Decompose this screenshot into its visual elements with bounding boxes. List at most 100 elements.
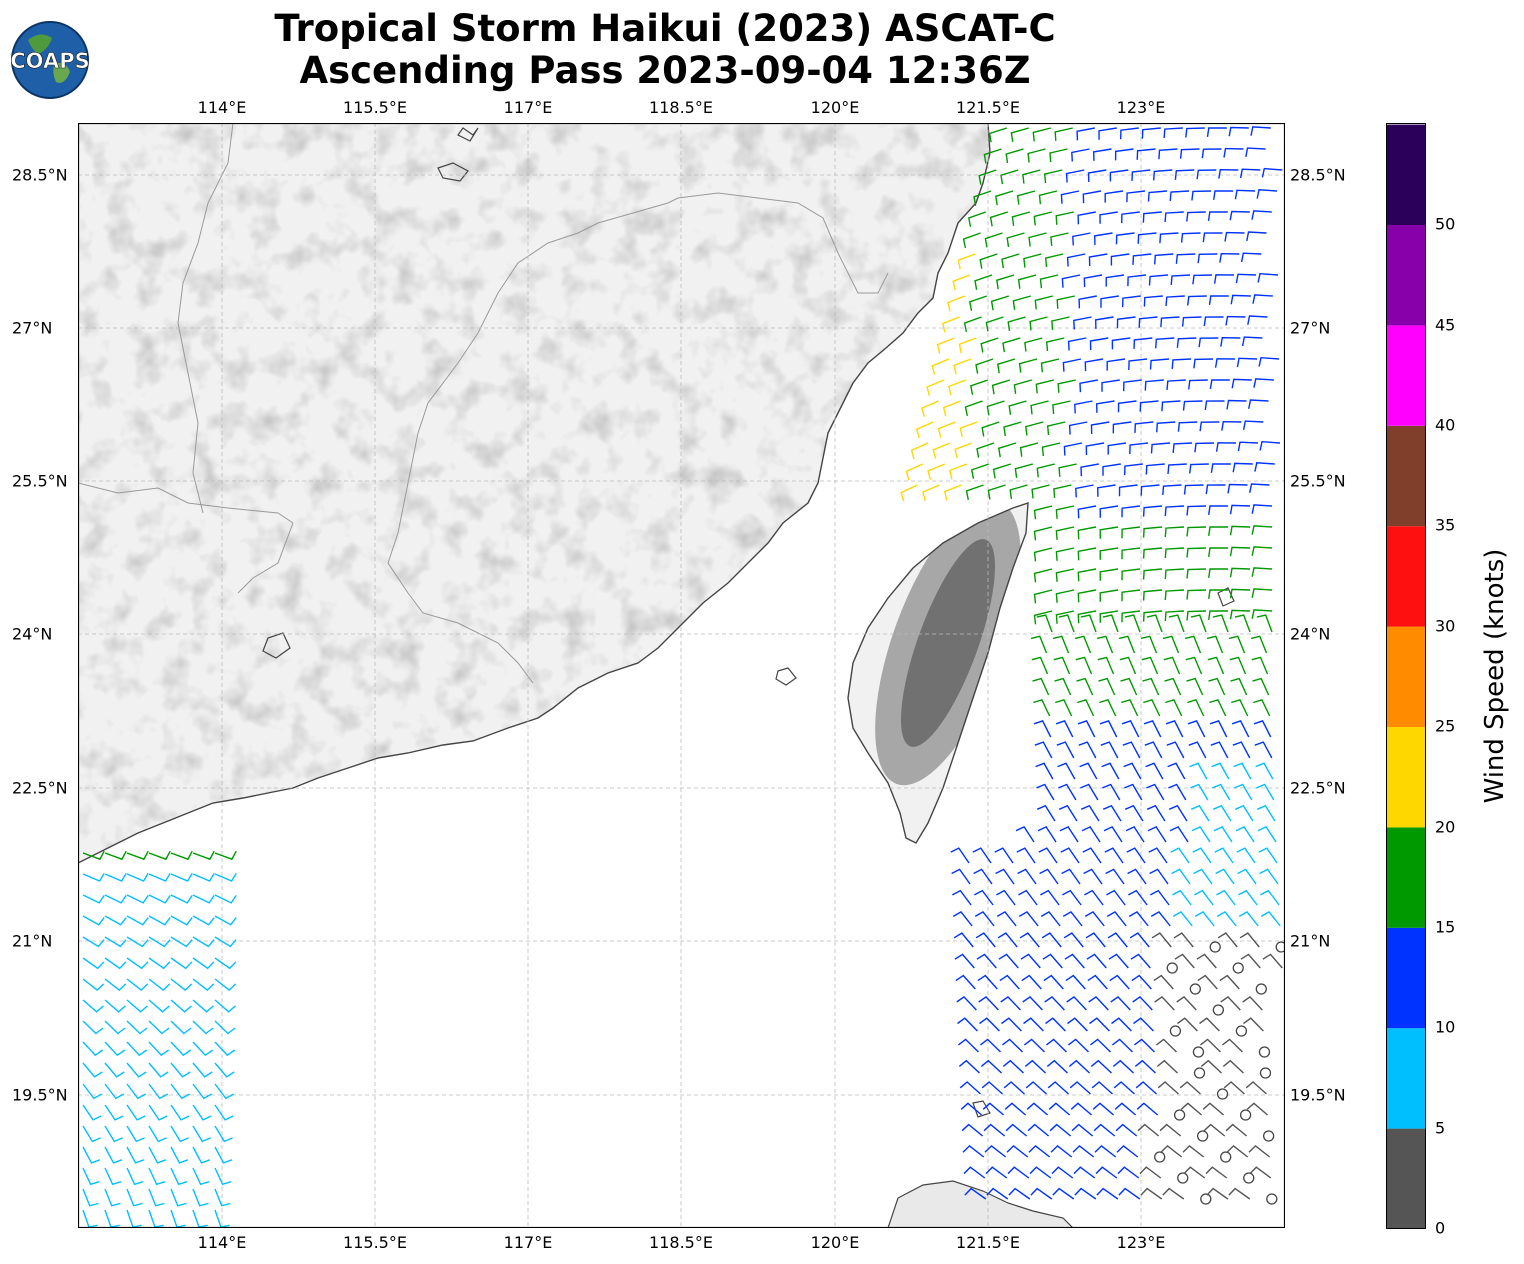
wind-barb	[1165, 295, 1185, 307]
wind-barb	[1019, 442, 1039, 457]
wind-barb	[1110, 253, 1130, 266]
wind-barb	[214, 1020, 236, 1035]
wind-barb	[82, 1083, 103, 1100]
wind-barb	[1055, 526, 1075, 540]
wind-barb	[979, 1038, 1001, 1053]
wind-barb	[1033, 610, 1053, 625]
wind-barb	[1230, 294, 1251, 305]
wind-barb	[148, 1020, 170, 1035]
wind-barb	[1159, 232, 1179, 244]
wind-barb	[1053, 656, 1071, 675]
wind-barb	[1080, 614, 1097, 633]
wind-barb	[1179, 1081, 1201, 1095]
calm-marker	[1212, 1004, 1224, 1016]
wind-barb	[1148, 847, 1168, 864]
wind-barb	[1062, 910, 1083, 927]
wind-barb	[104, 1146, 123, 1164]
wind-barb	[1080, 783, 1099, 801]
colorbar-segment	[1386, 727, 1426, 828]
wind-barb	[1150, 442, 1171, 454]
wind-barb	[1154, 995, 1175, 1011]
wind-barb	[1077, 589, 1097, 603]
wind-barb	[1118, 1187, 1141, 1200]
wind-barb	[1174, 953, 1195, 969]
wind-barb	[1186, 211, 1206, 222]
wind-barb	[1024, 337, 1043, 352]
wind-barb	[1143, 698, 1161, 717]
wind-barb	[1040, 358, 1060, 373]
lat-tick-right: 21°N	[1290, 931, 1331, 951]
wind-barb	[1158, 148, 1178, 160]
wind-barb	[1199, 1038, 1221, 1053]
wind-barb	[192, 1104, 212, 1121]
wind-barb	[983, 1123, 1006, 1137]
wind-barb	[1163, 127, 1183, 139]
wind-barb	[104, 999, 126, 1013]
colorbar-tick: 45	[1435, 315, 1456, 335]
wind-barb	[1067, 1038, 1089, 1053]
lon-tick-bottom: 123°E	[1116, 1233, 1166, 1252]
wind-barb	[1186, 677, 1204, 696]
wind-barb	[1203, 316, 1224, 327]
wind-barb	[1231, 698, 1249, 717]
wind-barb	[1148, 274, 1169, 286]
wind-barb	[1256, 804, 1276, 822]
wind-barb	[1192, 847, 1212, 864]
wind-barb	[1131, 974, 1152, 990]
wind-barb	[974, 889, 994, 906]
wind-barb	[1253, 378, 1274, 388]
wind-barb	[958, 337, 977, 354]
wind-barb	[1120, 677, 1138, 696]
wind-barb	[1134, 1059, 1156, 1074]
wind-barb	[1177, 1017, 1198, 1032]
wind-barb	[82, 915, 105, 926]
wind-barb	[936, 337, 955, 354]
wind-barb	[126, 936, 149, 948]
wind-barb	[1111, 1017, 1132, 1032]
wind-barb	[1164, 568, 1185, 580]
wind-barb	[1202, 232, 1223, 243]
wind-barb	[962, 232, 981, 249]
wind-barb	[1118, 484, 1138, 497]
wind-barb	[1174, 169, 1195, 180]
wind-barb	[1073, 316, 1092, 330]
wind-barb	[1099, 610, 1119, 623]
wind-barb	[1240, 953, 1261, 969]
wind-barb	[1187, 720, 1206, 738]
wind-barb	[1236, 357, 1258, 368]
wind-barb	[1099, 568, 1119, 581]
wind-barb	[947, 295, 966, 312]
wind-barb	[1259, 440, 1281, 451]
colorbar-segment	[1386, 225, 1426, 326]
calm-marker	[1275, 941, 1285, 953]
wind-barb	[1115, 232, 1135, 245]
wind-barb	[1163, 656, 1181, 675]
wind-barb	[1222, 1059, 1244, 1074]
wind-barb	[1206, 127, 1227, 138]
lon-tick-bottom: 117°E	[503, 1233, 553, 1252]
wind-barb	[1020, 953, 1041, 969]
wind-barb	[1168, 614, 1185, 633]
wind-barb	[126, 1188, 143, 1207]
wind-barb	[1039, 868, 1059, 885]
wind-barb	[1111, 337, 1131, 350]
wind-barb	[1033, 720, 1052, 738]
wind-barb	[1018, 910, 1039, 927]
wind-barb	[1257, 272, 1279, 283]
wind-barb	[1048, 1102, 1071, 1116]
colorbar-tick: 15	[1435, 917, 1456, 937]
wind-barb	[1213, 274, 1235, 284]
colorbar-tick: 0	[1435, 1218, 1446, 1238]
wind-barb	[214, 1167, 232, 1186]
wind-barb	[1042, 953, 1063, 969]
wind-barb	[1089, 1038, 1111, 1053]
wind-barb	[1208, 547, 1228, 558]
wind-barb	[1036, 783, 1055, 801]
wind-barb	[1090, 1059, 1112, 1074]
colorbar-tick: 5	[1435, 1118, 1446, 1138]
wind-barb	[1117, 400, 1137, 413]
wind-barb	[1001, 1017, 1022, 1032]
wind-barb	[900, 484, 918, 502]
wind-barb	[1032, 677, 1050, 696]
wind-barb	[1175, 253, 1196, 264]
